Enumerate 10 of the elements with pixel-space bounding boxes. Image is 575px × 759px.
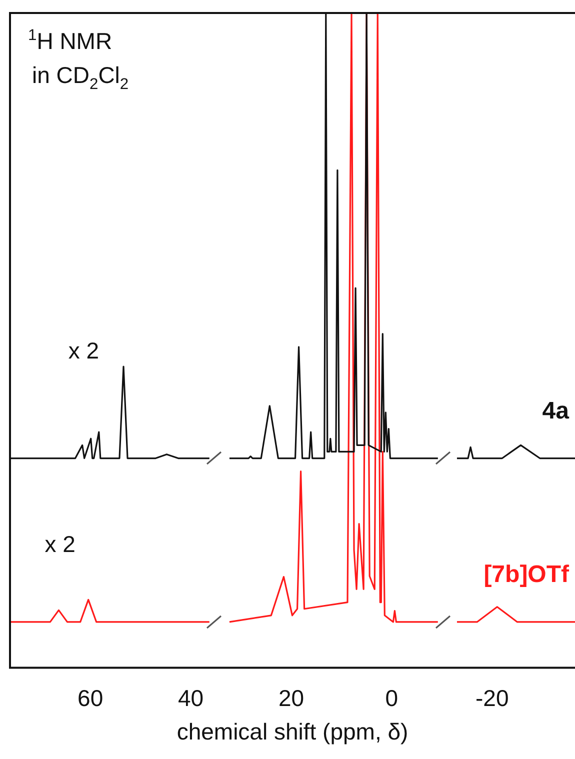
series-label: 4a (542, 397, 570, 424)
annotation: x 2 (68, 337, 100, 364)
annotation: x 2 (44, 530, 76, 557)
x-axis-title: chemical shift (ppm, δ) (176, 718, 408, 745)
x-tick-label: 40 (178, 684, 204, 711)
x-tick-label: -20 (476, 684, 509, 711)
x-tick-label: 60 (78, 684, 104, 711)
series-label: [7b]OTf (484, 560, 570, 588)
x-tick-label: 0 (385, 684, 398, 711)
x-tick-label: 20 (278, 684, 304, 711)
